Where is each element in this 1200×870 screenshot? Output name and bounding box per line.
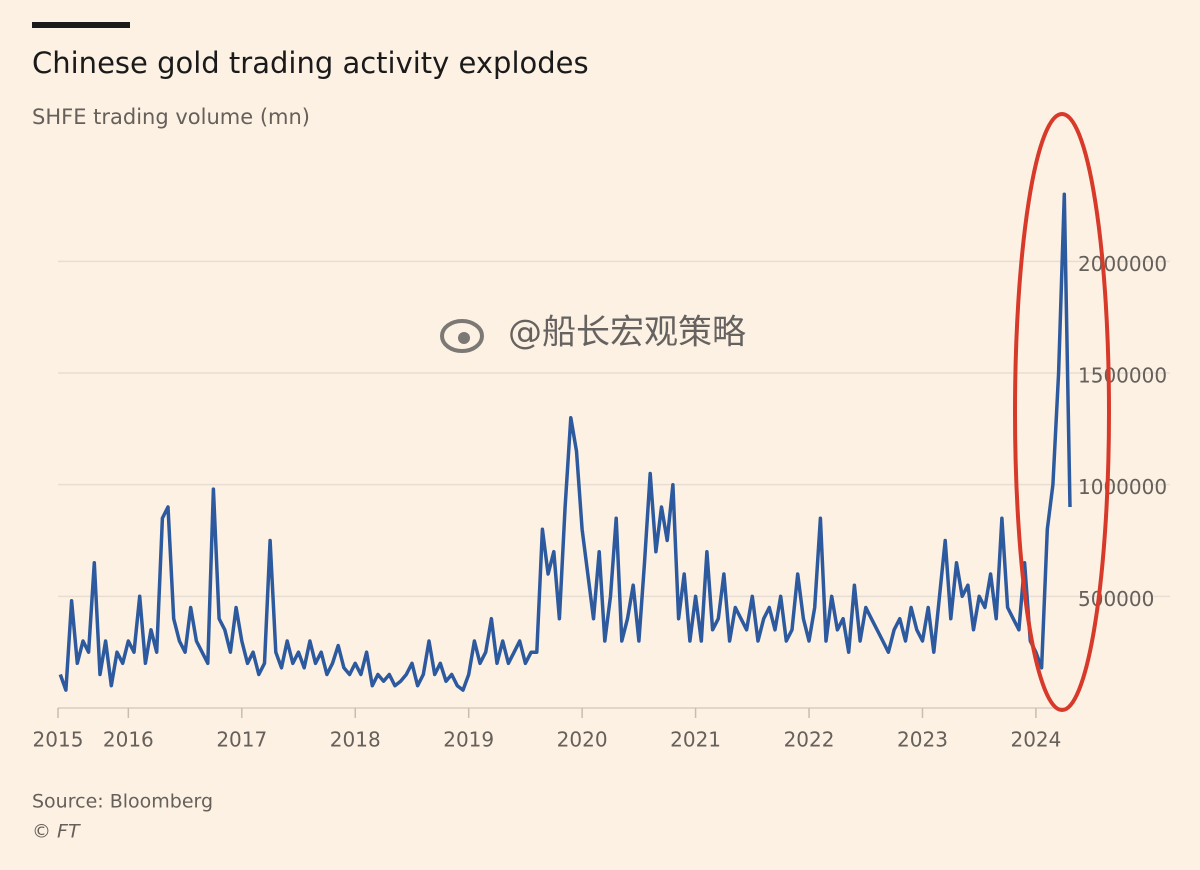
x-tick-label: 2021 <box>670 728 721 752</box>
x-tick-label: 2017 <box>216 728 267 752</box>
source: Source: Bloomberg <box>32 791 213 813</box>
x-tick-label: 2020 <box>557 728 608 752</box>
watermark-text: @船长宏观策略 <box>508 313 746 353</box>
x-tick-label: 2015 <box>33 728 84 752</box>
y-tick-label: 500000 <box>1078 587 1154 611</box>
x-tick-label: 2024 <box>1010 728 1061 752</box>
x-tick-label: 2019 <box>443 728 494 752</box>
x-tick-label: 2023 <box>897 728 948 752</box>
title-bar <box>32 22 130 28</box>
watermark: @船长宏观策略 <box>440 313 746 353</box>
highlight-ellipse <box>1013 112 1111 712</box>
x-tick-label: 2016 <box>103 728 154 752</box>
x-tick-label: 2022 <box>784 728 835 752</box>
credit: © FT <box>32 821 81 843</box>
x-tick-label: 2018 <box>330 728 381 752</box>
y-tick-label: 1500000 <box>1078 364 1167 388</box>
y-tick-label: 1000000 <box>1078 475 1167 499</box>
y-tick-label: 2000000 <box>1078 252 1167 276</box>
data-line <box>58 192 1072 692</box>
chart-subtitle: SHFE trading volume (mn) <box>32 105 310 129</box>
chart-title: Chinese gold trading activity explodes <box>32 46 589 80</box>
